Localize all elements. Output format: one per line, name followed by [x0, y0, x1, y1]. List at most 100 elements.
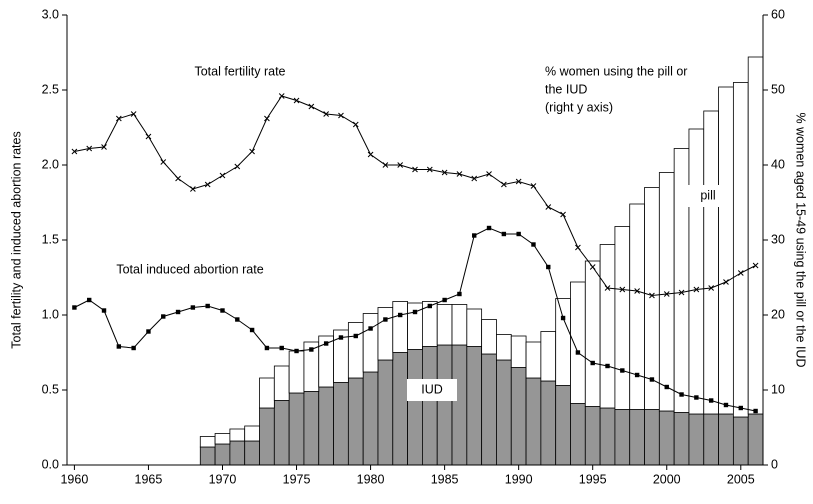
bar	[407, 349, 423, 466]
marker	[426, 166, 433, 173]
bar	[510, 367, 527, 466]
bar	[318, 386, 334, 466]
annotation: (right y axis)	[545, 100, 613, 114]
y-tick-label: 0.0	[42, 457, 59, 471]
bar	[229, 428, 246, 442]
marker	[71, 148, 78, 155]
bar	[732, 82, 749, 418]
annotation: the IUD	[545, 82, 587, 96]
marker	[308, 103, 315, 110]
marker	[146, 329, 151, 334]
bar	[688, 128, 705, 415]
marker	[116, 344, 122, 349]
marker	[161, 314, 166, 319]
marker	[663, 291, 670, 297]
y2-tick-label: 60	[771, 7, 785, 21]
marker	[338, 335, 344, 340]
bar	[303, 391, 320, 466]
x-tick-label: 2005	[727, 472, 755, 486]
marker	[115, 115, 122, 122]
bar	[629, 409, 645, 466]
marker	[752, 262, 759, 269]
marker	[293, 97, 300, 104]
bar	[451, 344, 468, 466]
bar	[481, 319, 497, 355]
marker	[605, 363, 610, 369]
marker	[457, 291, 462, 297]
marker	[235, 317, 240, 322]
bar	[451, 304, 468, 346]
marker	[352, 121, 359, 128]
marker	[723, 402, 729, 408]
bar	[644, 409, 660, 466]
bar	[510, 335, 527, 368]
marker	[753, 408, 758, 414]
y2-tick-label: 30	[771, 232, 785, 246]
marker	[516, 231, 521, 237]
marker	[500, 181, 507, 188]
bar	[229, 440, 246, 466]
bar	[555, 385, 571, 466]
bar	[732, 416, 749, 466]
series-label: Total induced abortion rate	[116, 262, 263, 276]
bar	[614, 409, 631, 466]
marker	[234, 163, 241, 170]
marker	[472, 233, 477, 238]
y2-tick-label: 50	[771, 82, 785, 96]
bar	[466, 346, 483, 466]
bar	[259, 377, 275, 409]
bar	[377, 307, 394, 361]
bar	[703, 413, 719, 466]
marker	[205, 303, 210, 309]
marker	[279, 345, 284, 351]
bar	[214, 443, 231, 466]
bar	[392, 352, 408, 466]
marker	[708, 398, 714, 403]
bar	[658, 410, 675, 466]
bar	[199, 436, 216, 448]
marker	[737, 270, 744, 276]
bar	[273, 365, 290, 401]
marker	[397, 162, 404, 168]
bar	[629, 203, 645, 410]
marker	[219, 172, 226, 179]
bar	[259, 407, 275, 466]
marker	[634, 372, 640, 378]
marker	[708, 285, 715, 291]
marker	[72, 305, 77, 310]
bar	[244, 425, 260, 442]
marker	[456, 171, 463, 177]
marker	[145, 133, 152, 140]
marker	[427, 303, 433, 309]
x-tick-label: 1990	[505, 472, 533, 486]
y-tick-label: 1.5	[42, 232, 59, 246]
bar	[288, 392, 305, 466]
bar	[644, 187, 660, 410]
marker	[367, 151, 374, 158]
marker	[101, 144, 107, 150]
marker	[723, 279, 729, 285]
marker	[294, 348, 299, 354]
bar	[718, 413, 734, 466]
marker	[530, 183, 537, 189]
y-tick-label: 1.0	[42, 307, 59, 321]
marker	[86, 145, 93, 152]
marker	[501, 231, 507, 237]
marker	[441, 169, 448, 176]
marker	[397, 312, 403, 318]
marker	[412, 309, 418, 315]
bar	[525, 377, 542, 466]
bar	[614, 226, 631, 410]
marker	[560, 211, 566, 218]
x-tick-label: 1985	[431, 472, 459, 486]
marker	[471, 175, 478, 182]
bar	[496, 359, 512, 466]
y-tick-label: 0.5	[42, 382, 59, 396]
marker	[678, 289, 685, 296]
bar	[747, 56, 764, 415]
marker	[545, 204, 552, 210]
marker	[664, 384, 669, 390]
bar	[288, 350, 305, 394]
marker	[693, 286, 700, 293]
x-tick-label: 1965	[135, 472, 163, 486]
